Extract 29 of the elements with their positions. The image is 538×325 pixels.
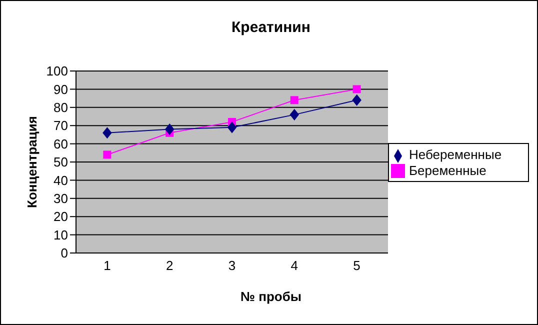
x-tick-label: 3 [228,258,236,274]
y-tick-label: 70 [54,118,68,134]
x-tick-label: 4 [290,258,298,274]
x-tick-label: 2 [166,258,174,274]
point [228,122,236,133]
y-tick-label: 100 [46,64,68,79]
y-tick-label: 50 [54,154,68,170]
y-tick-label: 20 [54,209,68,224]
x-axis-title: № пробы [240,289,302,304]
y-tick-label: 90 [54,82,68,97]
y-tick-label: 30 [54,191,68,206]
point [103,150,112,159]
chart-title: Креатинин [230,19,312,36]
point [290,96,298,104]
point [290,109,299,120]
x-tick-label: 1 [104,258,111,274]
y-tick-label: 0 [60,246,68,261]
point [165,124,174,135]
legend-label: Беременные [409,162,486,178]
y-tick-label: 80 [54,100,68,116]
point [352,94,362,106]
y-axis-title: Концентрация [24,116,40,208]
point [102,127,112,138]
legend-label: Небеременные [409,146,502,162]
y-tick-label: 10 [54,227,68,242]
y-tick-label: 40 [54,172,68,188]
point [352,85,361,94]
y-tick-label: 60 [54,136,68,152]
x-tick-label: 5 [353,258,360,274]
